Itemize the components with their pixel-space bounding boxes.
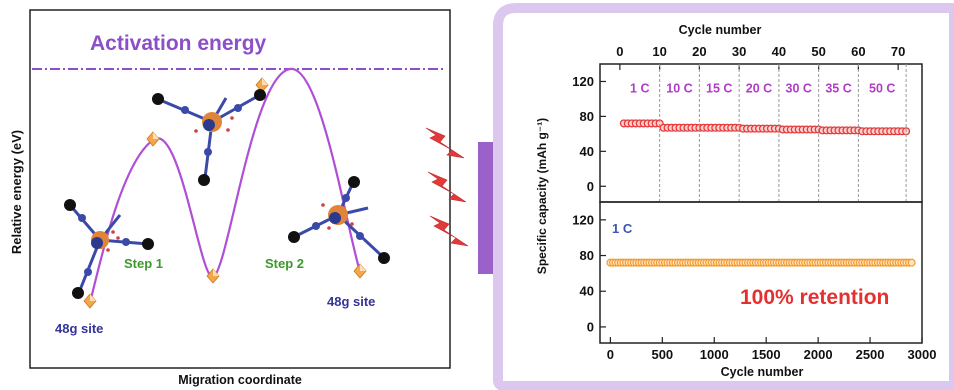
activation-energy-title: Activation energy <box>90 32 267 55</box>
top-plot-xtick-label: 50 <box>811 44 825 59</box>
step-2-label: Step 2 <box>265 256 304 271</box>
top-plot-ytick-label: 80 <box>580 109 594 124</box>
lightning-bolt-1 <box>425 127 465 159</box>
top-plot-ytick-label: 120 <box>572 74 594 89</box>
site-48g-start-label: 48g site <box>55 321 103 336</box>
rate-label: 20 C <box>746 81 772 95</box>
bottom-plot-xtick-label: 1500 <box>752 347 781 362</box>
rate-label: 15 C <box>706 81 732 95</box>
rate-label: 10 C <box>666 81 692 95</box>
migration-coordinate-axis-label: Migration coordinate <box>178 373 302 387</box>
right-panel-frame <box>493 3 954 390</box>
bottom-plot-xtick-label: 3000 <box>908 347 937 362</box>
rate-label: 50 C <box>869 81 895 95</box>
step-1-label: Step 1 <box>124 256 163 271</box>
top-plot-ytick-label: 0 <box>587 179 594 194</box>
bottom-rate-label: 1 C <box>612 221 633 236</box>
lightning-bolt-3 <box>429 215 469 247</box>
rate-label: 35 C <box>825 81 851 95</box>
molecule-cluster-middle <box>152 89 266 186</box>
energy-point-diamonds <box>83 77 367 309</box>
top-plot-ytick-label: 40 <box>580 144 594 159</box>
energy-point-48g-end <box>353 263 367 279</box>
capacity-point <box>907 258 916 267</box>
lightning-bolts <box>425 127 469 247</box>
molecule-cluster-right <box>288 176 390 264</box>
energy-point-saddle-1 <box>146 131 160 147</box>
rate-label: 1 C <box>630 81 649 95</box>
top-plot-xtick-label: 30 <box>732 44 746 59</box>
energy-point-48g-start <box>83 293 97 309</box>
retention-annotation: 100% retention <box>740 286 889 309</box>
relative-energy-axis-label: Relative energy (eV) <box>9 130 24 254</box>
bottom-cycling-panel: 0 40 80 120 0 500 1000 1500 2000 2500 3000 <box>572 201 937 362</box>
bottom-plot-xtick-label: 1000 <box>700 347 729 362</box>
bottom-plot-frame <box>599 201 923 344</box>
energy-point-saddle-2 <box>255 77 269 93</box>
bottom-plot-xtick-label: 0 <box>607 347 614 362</box>
energy-point-intermediate <box>206 268 220 284</box>
bottom-x-axis-label: Cycle number <box>721 365 804 379</box>
top-plot-xtick-label: 20 <box>692 44 706 59</box>
top-plot-xtick-label: 70 <box>891 44 905 59</box>
molecule-cluster-left <box>64 199 154 299</box>
bottom-plot-ytick-label: 80 <box>580 248 594 263</box>
rate-label: 30 C <box>786 81 812 95</box>
lightning-bolt-2 <box>427 171 467 203</box>
top-x-axis-label: Cycle number <box>679 23 762 37</box>
bottom-plot-ytick-label: 0 <box>587 319 594 334</box>
bottom-plot-xtick-label: 500 <box>651 347 673 362</box>
specific-capacity-axis-label: Specific capacity (mAh g⁻¹) <box>535 118 549 274</box>
bottom-plot-ytick-label: 40 <box>580 284 594 299</box>
bottom-plot-xtick-label: 2500 <box>856 347 885 362</box>
top-plot-xtick-label: 10 <box>652 44 666 59</box>
top-plot-xtick-label: 60 <box>851 44 865 59</box>
top-plot-xtick-label: 40 <box>772 44 786 59</box>
bottom-plot-ytick-label: 120 <box>572 212 594 227</box>
bottom-plot-xtick-label: 2000 <box>804 347 833 362</box>
top-plot-xtick-label: 0 <box>616 44 623 59</box>
site-48g-end-label: 48g site <box>327 294 375 309</box>
